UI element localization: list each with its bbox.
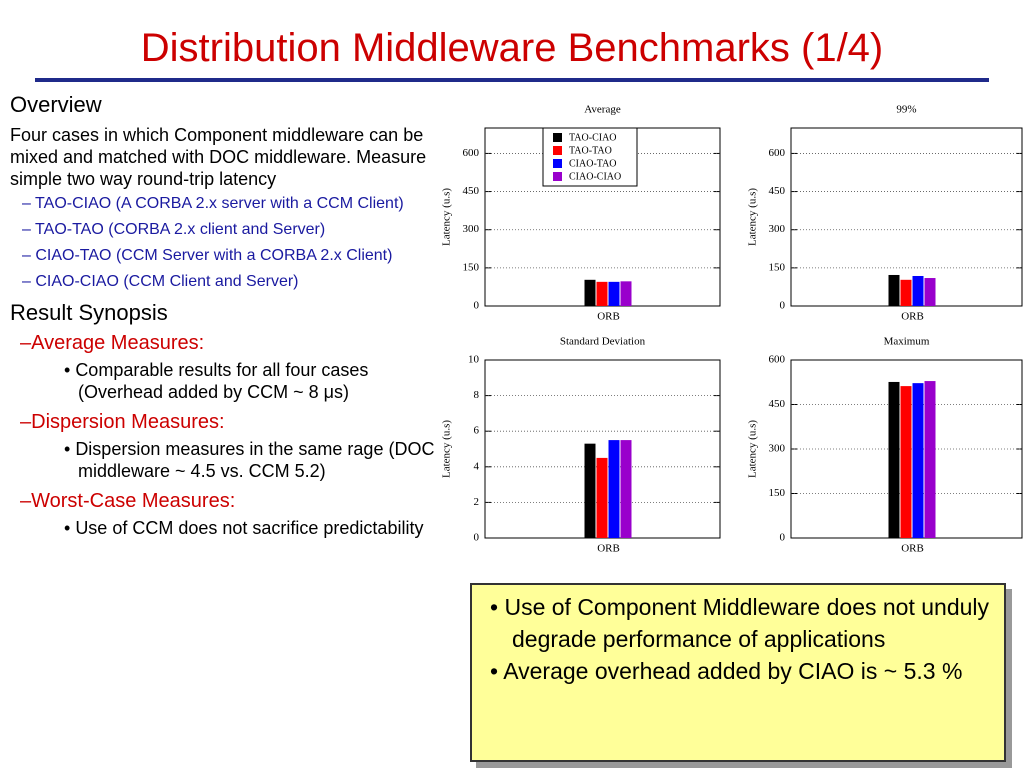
legend-swatch xyxy=(553,172,562,181)
legend-swatch xyxy=(553,133,562,142)
item-list: – TAO-CIAO (A CORBA 2.x server with a CC… xyxy=(10,194,455,292)
x-tick-label: ORB xyxy=(901,311,924,323)
bar xyxy=(912,383,924,538)
y-tick-label: 600 xyxy=(769,147,786,159)
bar xyxy=(924,381,936,538)
legend-swatch xyxy=(553,159,562,168)
bullet: • Use of CCM does not sacrifice predicta… xyxy=(64,518,424,538)
y-tick-label: 0 xyxy=(780,532,786,544)
y-tick-label: 10 xyxy=(468,354,480,366)
bar xyxy=(620,440,632,538)
bullet: • Dispersion measures in the same rage (… xyxy=(64,439,435,481)
group-heading: –Dispersion Measures: xyxy=(20,411,225,433)
title-rule xyxy=(35,78,989,82)
y-axis-label: Latency (u.s) xyxy=(441,420,453,478)
x-tick-label: ORB xyxy=(901,543,924,555)
bar xyxy=(900,279,912,306)
bar xyxy=(584,279,596,306)
plot-frame xyxy=(790,127,1023,307)
y-tick-label: 150 xyxy=(463,261,480,273)
item: – CIAO-CIAO (CCM Client and Server) xyxy=(22,273,299,290)
y-axis-label: Latency (u.s) xyxy=(747,188,759,246)
y-tick-label: 600 xyxy=(463,147,480,159)
bar xyxy=(608,281,620,306)
bar xyxy=(608,440,620,538)
item: – TAO-TAO (CORBA 2.x client and Server) xyxy=(22,221,326,238)
legend-label: TAO-CIAO xyxy=(569,132,617,143)
bar xyxy=(584,443,596,538)
bar xyxy=(596,457,608,538)
y-tick-label: 600 xyxy=(769,354,786,366)
bullet-text: Comparable results for all four cases (O… xyxy=(75,360,369,402)
callout-text: Average overhead added by CIAO is ~ 5.3 … xyxy=(503,658,963,684)
y-tick-label: 150 xyxy=(769,487,786,499)
slide-title: Distribution Middleware Benchmarks (1/4) xyxy=(140,26,884,70)
y-axis-label: Latency (u.s) xyxy=(441,188,453,246)
chart-title: Maximum xyxy=(884,336,930,348)
bar xyxy=(620,281,632,306)
y-tick-label: 300 xyxy=(769,223,786,235)
heading: Result Synopsis xyxy=(10,300,168,325)
left-column: Overview Four cases in which Component m… xyxy=(10,92,455,539)
legend-label: CIAO-TAO xyxy=(569,158,617,169)
chart-title: Average xyxy=(584,104,621,116)
chart-title: Standard Deviation xyxy=(560,336,646,348)
y-tick-label: 2 xyxy=(474,496,480,508)
callout-bullet: • Use of Component Middleware does not u… xyxy=(490,594,990,652)
bar xyxy=(888,381,900,538)
y-tick-label: 0 xyxy=(474,300,480,312)
bullet: • Comparable results for all four cases … xyxy=(64,360,369,402)
bar xyxy=(900,386,912,538)
bar xyxy=(912,275,924,306)
y-tick-label: 6 xyxy=(474,425,480,437)
y-tick-label: 8 xyxy=(474,389,480,401)
callout: • Use of Component Middleware does not u… xyxy=(470,583,1006,762)
y-tick-label: 4 xyxy=(474,460,480,472)
y-tick-label: 450 xyxy=(769,398,786,410)
bullet-text: Use of CCM does not sacrifice predictabi… xyxy=(75,518,424,538)
heading: Overview xyxy=(10,92,102,117)
x-tick-label: ORB xyxy=(597,311,620,323)
x-tick-label: ORB xyxy=(597,543,620,555)
y-tick-label: 450 xyxy=(463,185,480,197)
bar xyxy=(596,281,608,306)
bar xyxy=(888,274,900,306)
legend-label: TAO-TAO xyxy=(569,145,612,156)
bar xyxy=(924,278,936,306)
group-heading: –Average Measures: xyxy=(20,332,205,354)
y-tick-label: 450 xyxy=(769,185,786,197)
paragraph: Four cases in which Component middleware… xyxy=(10,125,427,189)
y-tick-label: 0 xyxy=(780,300,786,312)
y-tick-label: 150 xyxy=(769,261,786,273)
callout-text: Use of Component Middleware does not und… xyxy=(504,594,990,652)
callout-bullet: • Average overhead added by CIAO is ~ 5.… xyxy=(490,658,963,684)
bullet-text: Dispersion measures in the same rage (DO… xyxy=(75,439,435,481)
y-tick-label: 300 xyxy=(463,223,480,235)
legend-label: CIAO-CIAO xyxy=(569,171,621,182)
item: – TAO-CIAO (A CORBA 2.x server with a CC… xyxy=(22,195,404,212)
item: – CIAO-TAO (CCM Server with a CORBA 2.x … xyxy=(22,247,393,264)
chart-title: 99% xyxy=(896,104,916,116)
legend-swatch xyxy=(553,146,562,155)
group-heading: –Worst-Case Measures: xyxy=(20,490,236,512)
y-tick-label: 0 xyxy=(474,532,480,544)
y-axis-label: Latency (u.s) xyxy=(747,420,759,478)
y-tick-label: 300 xyxy=(769,443,786,455)
